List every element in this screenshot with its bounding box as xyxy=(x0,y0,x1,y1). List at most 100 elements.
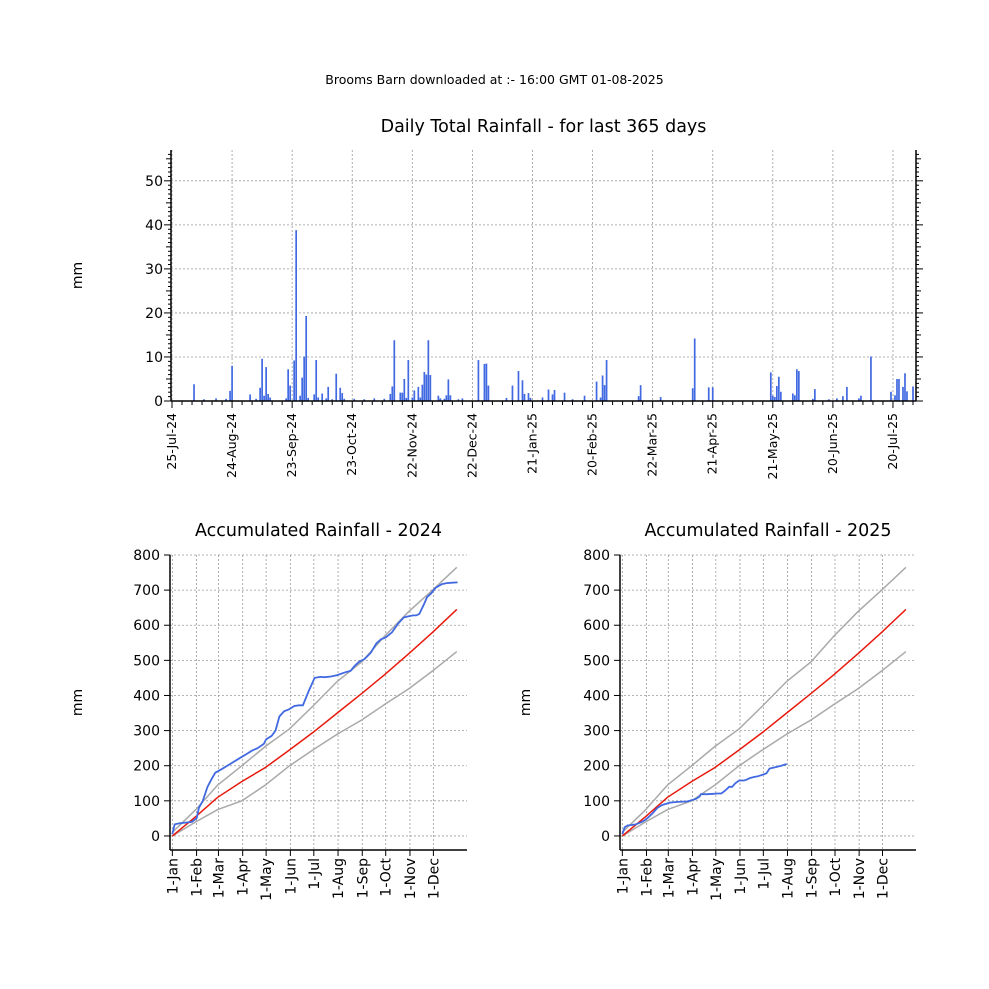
daily-rain-bar xyxy=(427,340,430,401)
daily-rain-bar xyxy=(425,374,428,401)
accum-2025-y-tick-label: 400 xyxy=(583,688,610,704)
daily-x-tick-label: 22-Mar-25 xyxy=(645,413,660,477)
accum-2024-lower-line xyxy=(171,651,458,837)
daily-x-tick-label: 20-Jul-25 xyxy=(885,413,900,470)
daily-rain-bar xyxy=(601,375,604,401)
daily-rain-bar xyxy=(511,385,514,401)
daily-rain-bar xyxy=(317,397,320,401)
daily-rain-bar xyxy=(419,397,422,401)
daily-rain-bar xyxy=(343,398,346,401)
daily-rain-bar xyxy=(828,399,830,401)
daily-rain-bar xyxy=(775,386,778,401)
daily-rain-bar xyxy=(421,384,424,401)
daily-rain-bar xyxy=(399,392,402,401)
accum-2024-ylabel: mm xyxy=(70,689,86,716)
accum-2025-y-tick-label: 300 xyxy=(583,724,610,740)
accum-2024-x-tick-label: 1-Sep xyxy=(355,858,371,898)
daily-rain-bar xyxy=(331,399,334,401)
daily-rain-bar xyxy=(793,395,796,401)
daily-rain-bar xyxy=(299,395,302,401)
accum-2025-mean-line xyxy=(621,608,907,837)
daily-rain-bar xyxy=(814,389,816,401)
daily-y-tick-label: 40 xyxy=(145,218,163,234)
daily-y-tick-label: 30 xyxy=(145,262,163,278)
accum-2025-x-tick-label: 1-Jul xyxy=(756,858,772,890)
accum-2025-x-tick-label: 1-Jun xyxy=(733,858,749,895)
daily-rain-bar xyxy=(637,396,640,401)
daily-rain-bar xyxy=(906,391,908,401)
daily-rain-bar xyxy=(437,395,440,401)
accum-2025-y-tick-label: 700 xyxy=(583,583,610,599)
daily-x-tick-label: 24-Aug-24 xyxy=(224,413,239,478)
daily-rain-bar xyxy=(267,393,269,401)
accum-2024-x-tick-label: 1-Jan xyxy=(165,858,181,894)
daily-rain-bar xyxy=(769,372,772,401)
daily-rain-bar xyxy=(904,373,906,401)
daily-y-tick-label: 0 xyxy=(154,394,163,410)
daily-rain-bar xyxy=(583,395,586,401)
daily-rain-bar xyxy=(771,395,774,401)
daily-rain-bar xyxy=(315,360,318,401)
daily-rain-bar xyxy=(599,397,602,401)
daily-rain-bar xyxy=(521,380,524,401)
daily-rain-bar xyxy=(791,393,794,401)
daily-rain-bar xyxy=(691,388,694,401)
daily-rain-bar xyxy=(353,398,356,401)
daily-rain-bar xyxy=(423,371,426,401)
daily-rain-bar xyxy=(483,364,486,401)
accum-2024-mean-line xyxy=(171,608,458,837)
daily-rain-bar xyxy=(896,378,898,401)
daily-rain-bar xyxy=(860,395,862,401)
daily-rain-bar xyxy=(289,385,292,401)
daily-rain-bar xyxy=(229,390,231,401)
daily-rain-bar xyxy=(603,385,606,401)
daily-x-tick-label: 23-Sep-24 xyxy=(284,413,299,477)
accum-2025-x-tick-label: 1-Apr xyxy=(685,858,701,896)
accum-2025-y-tick-label: 500 xyxy=(583,653,610,669)
daily-rain-bar xyxy=(231,365,233,401)
daily-rain-bar xyxy=(773,397,776,401)
daily-rain-bar xyxy=(293,360,296,401)
accum-2025-x-tick-label: 1-Nov xyxy=(852,858,868,899)
accum-2025-x-tick-label: 1-Jan xyxy=(615,858,631,894)
accum-2024-x-tick-label: 1-Oct xyxy=(379,857,395,896)
accum-2024-x-tick-label: 1-Feb xyxy=(190,858,206,897)
daily-x-tick-label: 22-Dec-24 xyxy=(464,413,479,478)
daily-rain-bar xyxy=(693,338,696,401)
daily-rain-bar xyxy=(541,397,544,401)
daily-rain-bar xyxy=(391,386,394,401)
daily-rain-bar xyxy=(487,385,490,401)
accum-2024-x-tick-label: 1-Aug xyxy=(331,858,347,899)
daily-rain-bar xyxy=(505,397,508,401)
daily-rain-bar xyxy=(429,375,432,401)
daily-rain-bar xyxy=(261,358,263,401)
accum-2024-y-tick-label: 800 xyxy=(133,548,160,564)
accum-2024-y-tick-label: 600 xyxy=(133,618,160,634)
daily-rain-bar xyxy=(485,363,488,401)
daily-rain-bar xyxy=(321,393,324,401)
accum-2024-x-tick-label: 1-Jul xyxy=(307,858,323,890)
accum-2025-x-tick-label: 1-Feb xyxy=(639,858,655,897)
daily-rain-bar xyxy=(439,398,442,401)
daily-rain-bar xyxy=(389,393,392,401)
accum-2024-y-tick-label: 100 xyxy=(133,794,160,810)
daily-x-tick-label: 21-Apr-25 xyxy=(705,413,720,474)
daily-rain-bar xyxy=(407,360,410,401)
daily-x-tick-label: 20-Jun-25 xyxy=(825,413,840,474)
accum-2024-x-tick-label: 1-Dec xyxy=(426,858,442,899)
accum-2024-x-tick-label: 1-May xyxy=(259,858,275,901)
accum-2024-y-tick-label: 400 xyxy=(133,688,160,704)
daily-rain-bar xyxy=(902,386,904,401)
daily-rain-bar xyxy=(335,373,338,401)
accum-2025-x-tick-label: 1-Aug xyxy=(780,858,796,899)
daily-rain-bar xyxy=(301,377,304,401)
accum-2025-observed-line xyxy=(621,763,787,835)
daily-x-tick-label: 21-Jan-25 xyxy=(524,413,539,474)
daily-rain-bar xyxy=(215,398,217,401)
daily-y-tick-label: 50 xyxy=(145,174,163,190)
daily-rain-bar xyxy=(445,395,448,401)
daily-rain-bar xyxy=(373,398,376,401)
daily-y-tick-label: 10 xyxy=(145,350,163,366)
accum-2024-observed-line xyxy=(171,581,458,835)
